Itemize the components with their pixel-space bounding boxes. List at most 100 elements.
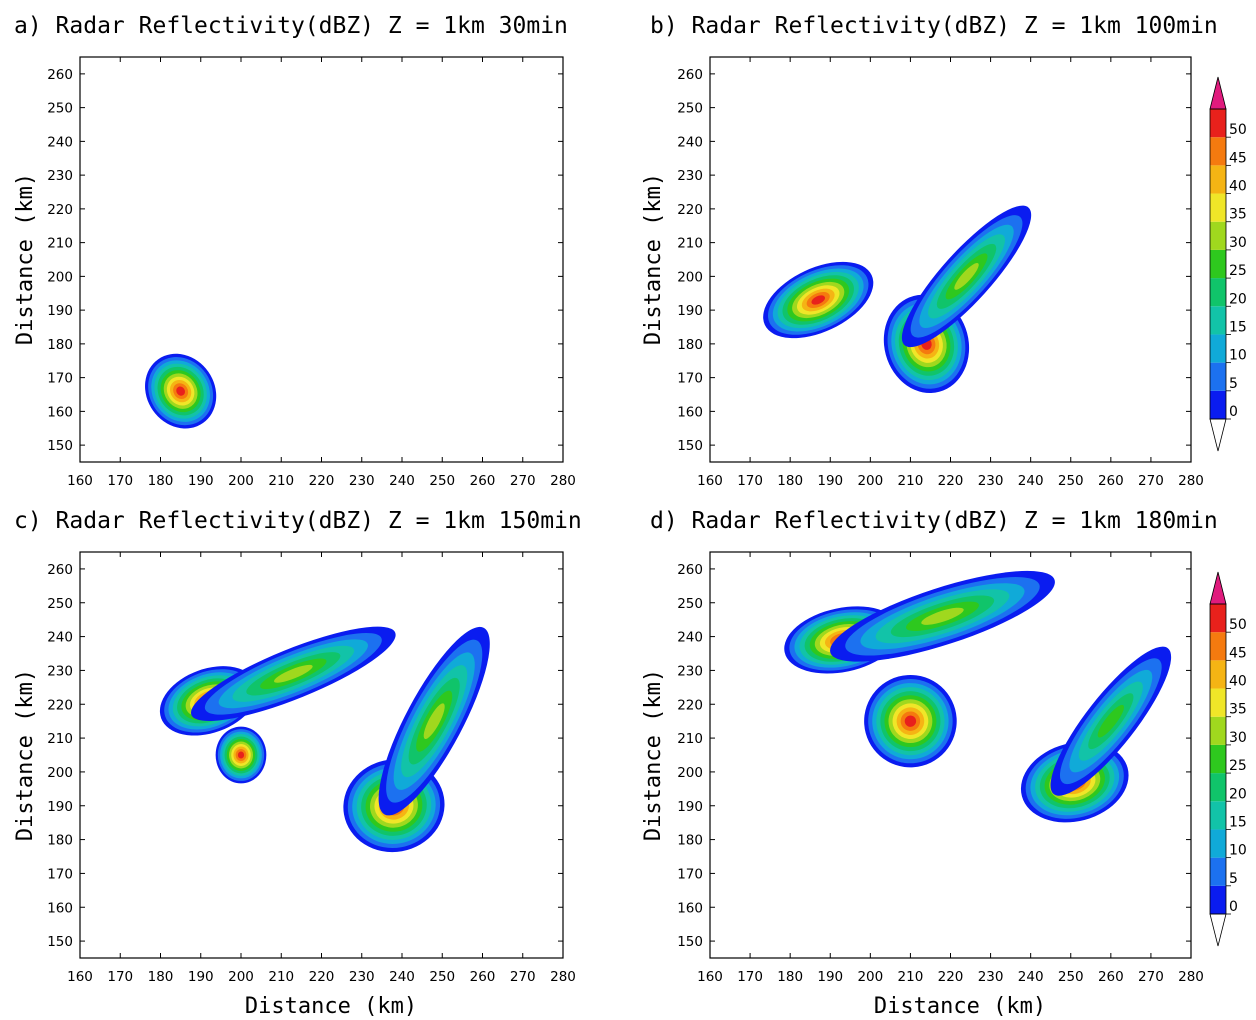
- x-tick-label: 190: [188, 473, 214, 489]
- colorbar-segment: [1210, 773, 1226, 802]
- panel-c-plot: 160 170 180 190 200 210 220 230 240 250 260 270 280 1…: [47, 551, 576, 985]
- y-tick-label: 220: [677, 697, 703, 713]
- x-tick-label: 250: [1058, 969, 1084, 985]
- y-tick-label: 180: [47, 337, 73, 353]
- colorbar-label: 45: [1229, 150, 1247, 166]
- y-tick-label: 180: [677, 833, 703, 849]
- x-tick-label: 210: [268, 969, 294, 985]
- y-tick-label: 170: [47, 866, 73, 882]
- contour-layer: [145, 353, 217, 429]
- x-tick-label: 170: [737, 969, 763, 985]
- colorbar-segment: [1210, 221, 1226, 250]
- panel-b-colorbar: 0 5 10 15 20 25 30 35 40 45 50: [1209, 76, 1247, 452]
- y-tick-label: 250: [677, 101, 703, 117]
- y-tick-label: 160: [677, 900, 703, 916]
- x-tick-label: 160: [697, 473, 723, 489]
- colorbar-segment: [1210, 193, 1226, 222]
- x-tick-label: 170: [107, 969, 133, 985]
- panel-c: c) Radar Reflectivity(dBZ) Z = 1km 150mi…: [13, 508, 582, 1019]
- colorbar-segment: [1210, 716, 1226, 745]
- colorbar-segment: [1210, 857, 1226, 886]
- colorbar-segment: [1210, 278, 1226, 307]
- y-tick-label: 220: [47, 202, 73, 218]
- y-tick-label: 150: [47, 438, 73, 454]
- colorbar-label: 15: [1229, 319, 1247, 335]
- colorbar-label: 10: [1229, 348, 1247, 364]
- x-tick-label: 210: [898, 473, 924, 489]
- x-tick-label: 270: [510, 473, 536, 489]
- colorbar-label: 30: [1229, 235, 1247, 251]
- colorbar-label: 20: [1229, 786, 1247, 802]
- x-tick-label: 160: [67, 969, 93, 985]
- y-tick-label: 240: [677, 630, 703, 646]
- y-tick-label: 160: [47, 404, 73, 420]
- y-tick-label: 190: [677, 799, 703, 815]
- x-tick-label: 240: [1018, 969, 1044, 985]
- y-tick-label: 260: [677, 67, 703, 83]
- contour-level-25: [1097, 704, 1125, 738]
- colorbar-segment: [1210, 801, 1226, 830]
- storm-cell: [763, 261, 874, 339]
- colorbar-label: 5: [1229, 376, 1238, 392]
- panel-b-plot: 160 170 180 190 200 210 220 230 240 250 260 270 280 1…: [677, 56, 1204, 489]
- panel-a: a) Radar Reflectivity(dBZ) Z = 1km 30min…: [13, 13, 576, 489]
- colorbar-label: 0: [1229, 899, 1238, 915]
- colorbar-segment: [1210, 334, 1226, 363]
- y-tick-label: 260: [47, 67, 73, 83]
- colorbar-segment: [1210, 688, 1226, 717]
- x-tick-label: 180: [148, 473, 174, 489]
- x-tick-label: 200: [857, 969, 883, 985]
- contour-layer: [159, 626, 490, 853]
- colorbar-min-triangle: [1209, 913, 1227, 947]
- x-tick-label: 260: [1098, 969, 1124, 985]
- x-tick-label: 220: [309, 473, 335, 489]
- contour-level-30: [921, 607, 964, 625]
- colorbar-label: 25: [1229, 758, 1247, 774]
- colorbar-min-triangle: [1209, 418, 1227, 452]
- storm-cell: [901, 205, 1032, 348]
- y-tick-label: 260: [677, 562, 703, 578]
- x-tick-label: 280: [1178, 969, 1204, 985]
- plot-background: [80, 552, 563, 958]
- y-tick-label: 170: [677, 866, 703, 882]
- y-tick-label: 230: [47, 168, 73, 184]
- contour-layer: [784, 570, 1172, 823]
- x-tick-label: 220: [938, 969, 964, 985]
- y-tick-label: 250: [47, 101, 73, 117]
- x-tick-label: 200: [857, 473, 883, 489]
- y-tick-label: 150: [47, 934, 73, 950]
- x-tick-label: 280: [550, 473, 576, 489]
- y-tick-label: 230: [677, 663, 703, 679]
- y-tick-label: 180: [677, 337, 703, 353]
- x-tick-label: 240: [1018, 473, 1044, 489]
- colorbar-segment: [1210, 249, 1226, 279]
- colorbar-segment: [1210, 744, 1226, 774]
- panel-b-ylabel: Distance (km): [641, 173, 666, 345]
- y-tick-label: 150: [677, 438, 703, 454]
- x-tick-label: 230: [978, 473, 1004, 489]
- x-tick-label: 160: [67, 473, 93, 489]
- contour-level-30: [954, 262, 979, 290]
- y-tick-label: 220: [47, 697, 73, 713]
- contour-level-30: [273, 664, 313, 683]
- colorbar-frame: [1209, 108, 1227, 420]
- colorbar-label: 40: [1229, 674, 1247, 690]
- y-tick-label: 230: [47, 663, 73, 679]
- colorbar-frame: [1209, 603, 1227, 915]
- contour-layer: [763, 205, 1032, 394]
- x-tick-label: 170: [737, 473, 763, 489]
- y-tick-label: 210: [677, 236, 703, 252]
- contour-level-30: [423, 703, 445, 739]
- y-tick-label: 200: [47, 269, 73, 285]
- x-tick-label: 230: [349, 969, 375, 985]
- x-tick-label: 190: [188, 969, 214, 985]
- x-tick-label: 190: [817, 473, 843, 489]
- y-tick-label: 190: [47, 799, 73, 815]
- contour-level-50: [811, 295, 825, 305]
- contour-level-50: [904, 715, 917, 727]
- y-tick-label: 220: [677, 202, 703, 218]
- x-tick-label: 190: [817, 969, 843, 985]
- x-tick-label: 220: [938, 473, 964, 489]
- colorbar-max-triangle: [1209, 571, 1227, 605]
- panel-a-ylabel: Distance (km): [13, 173, 38, 345]
